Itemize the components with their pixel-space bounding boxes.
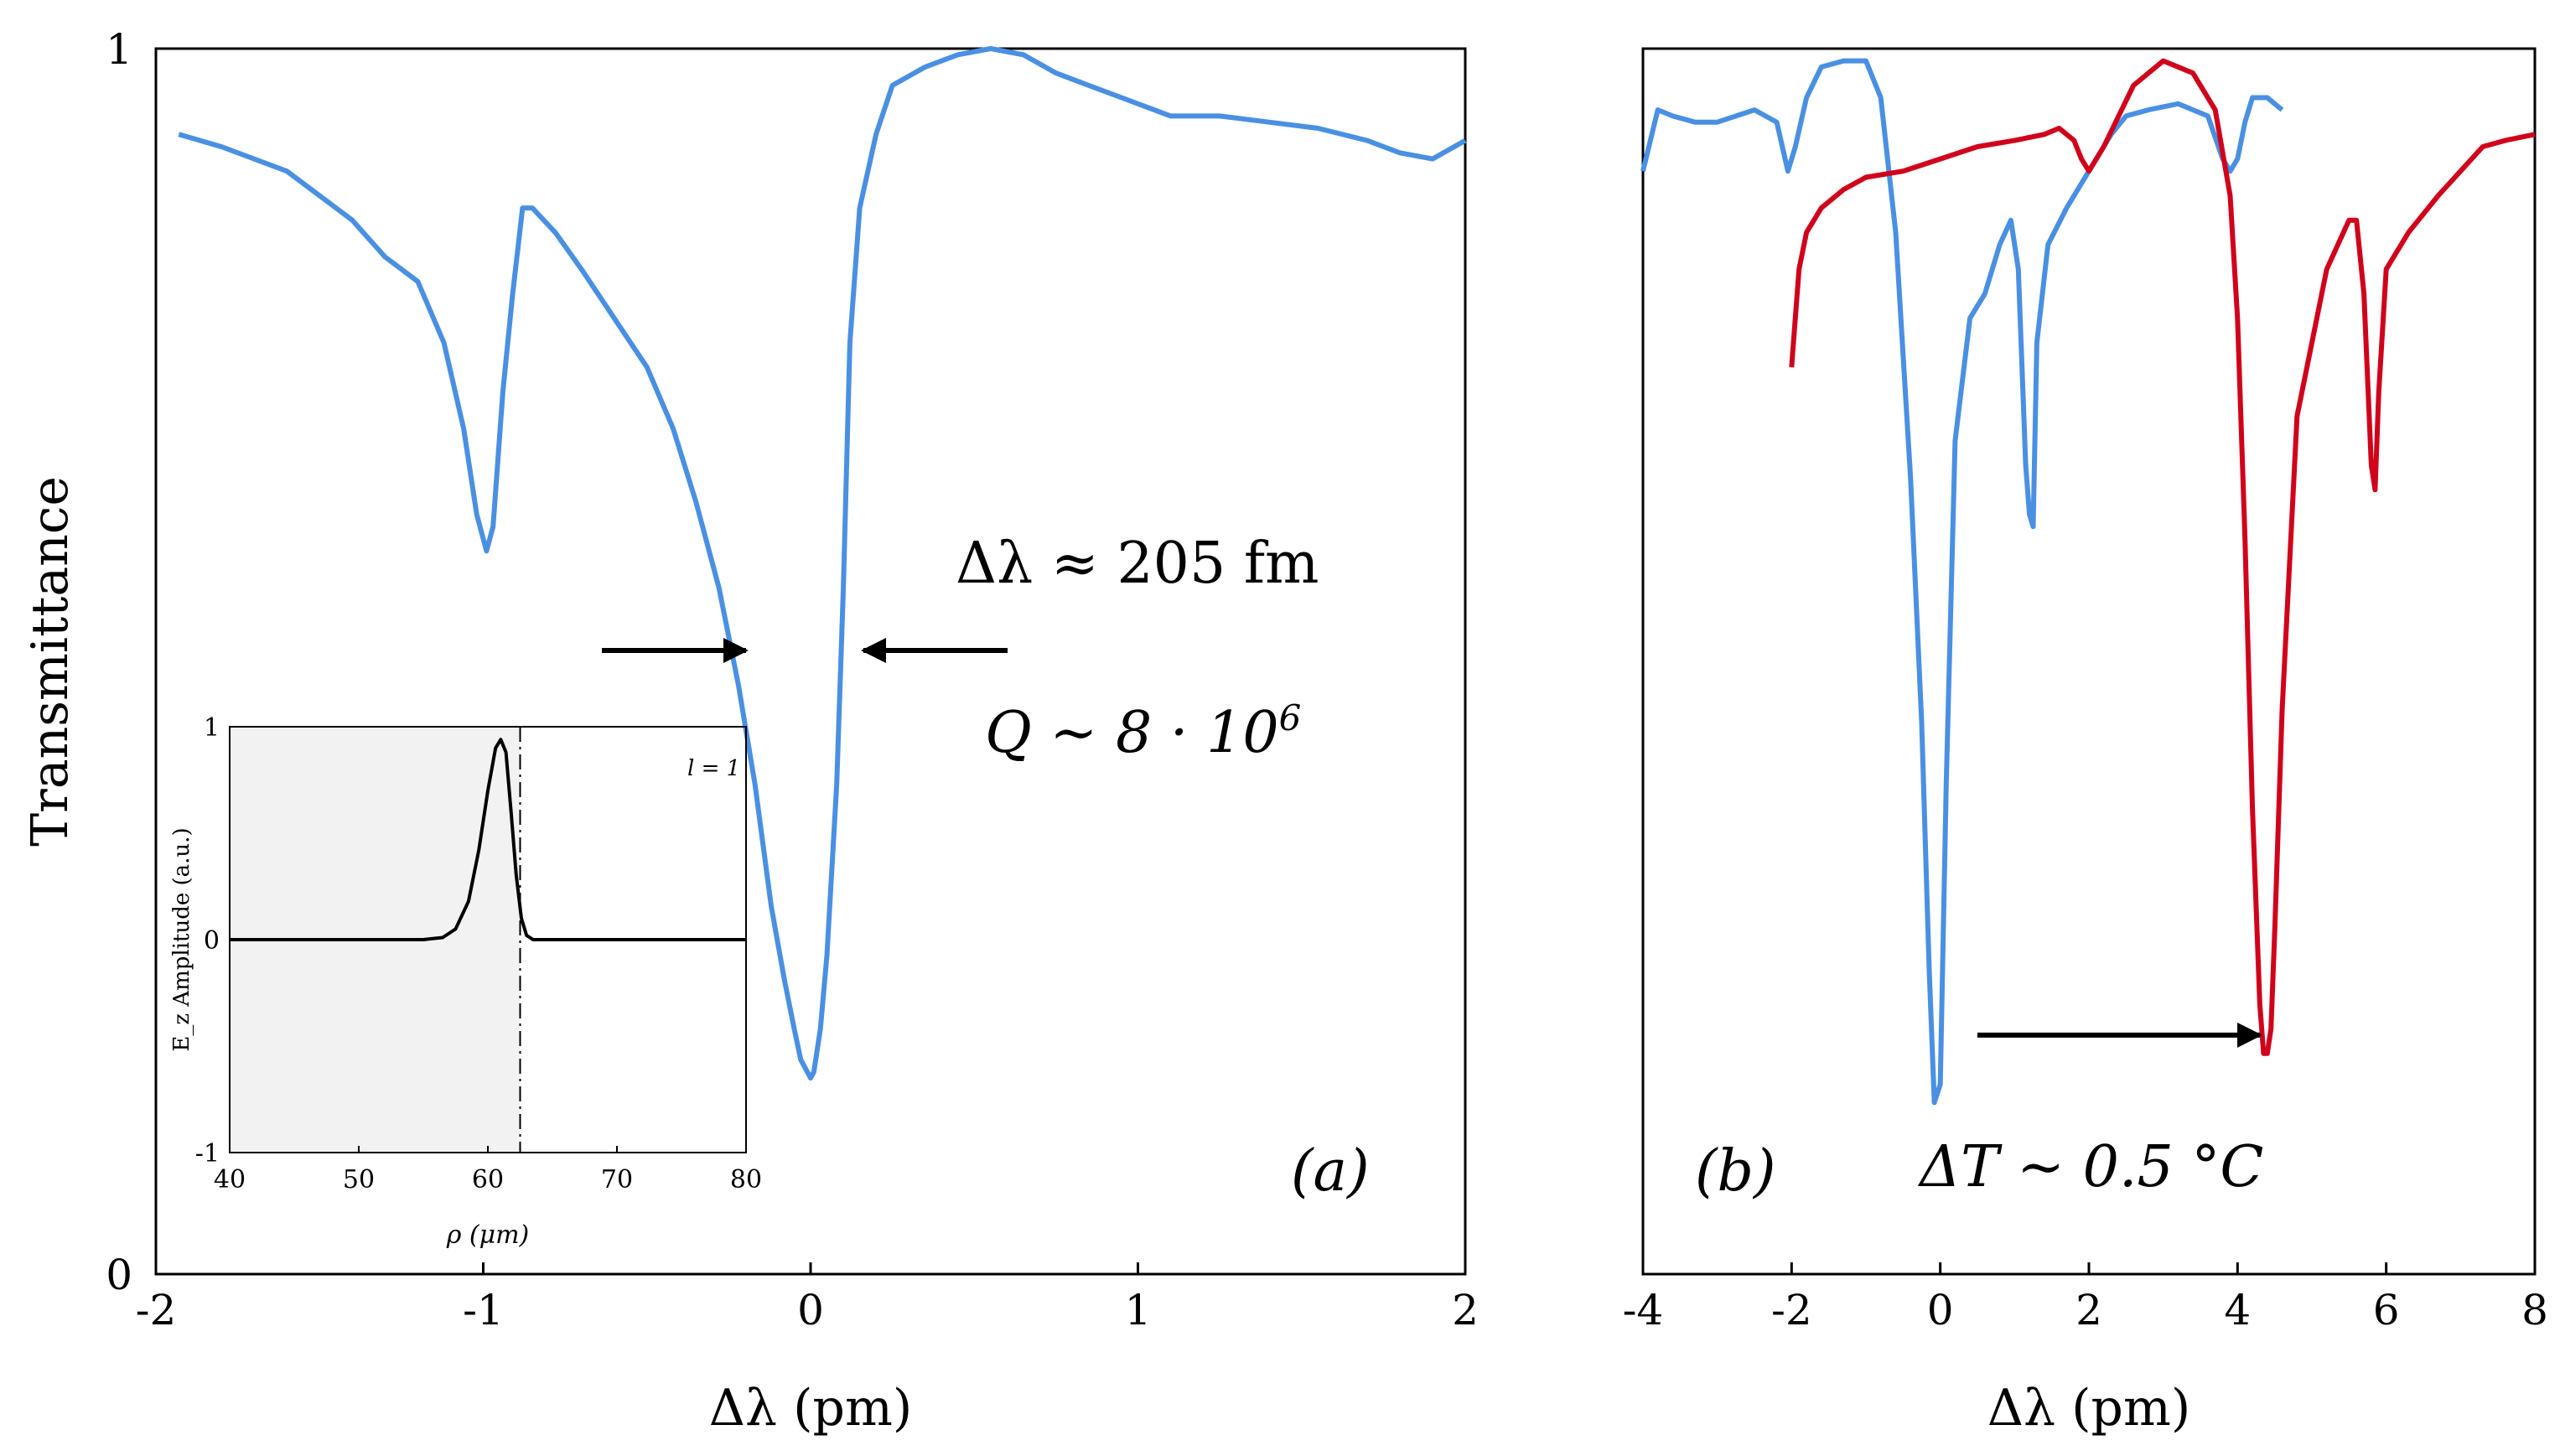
inset-y-title: E_z Amplitude (a.u.) [169,827,194,1051]
y-tick-label-a: 1 [106,25,132,74]
inset-y-tick-label: 0 [204,926,220,956]
x-tick-label-b: -4 [1623,1286,1664,1334]
inset-x-tick-label: 70 [601,1165,633,1194]
panel-b-label: (b) [1695,1138,1776,1205]
x-tick-label-a: -1 [463,1286,504,1334]
series-line-before [1640,58,2284,1106]
inset-plot: 40 50 60 70 80 -1 0 1 l = 1 ρ (μm) E_z Amplitud… [169,713,762,1250]
x-tick-label-a: -2 [136,1286,177,1334]
inset-title: l = 1 [687,756,740,781]
inset-x-tick-label: 60 [472,1165,504,1194]
inset-y-tick-label: -1 [195,1139,220,1168]
panel-a: -2 -1 0 1 2 0 1 Transmittance Δλ (pm) Δλ ≈ 20… [21,25,1479,1438]
q-factor-annotation: Q ∼ 8 · 106 [985,697,1301,766]
inset-y-tick-label: 1 [204,713,220,743]
shift-annotation: ΔT ∼ 0.5 °C [1917,1134,2263,1200]
x-tick-label-b: 8 [2521,1286,2548,1334]
x-tick-label-b: -2 [1771,1286,1812,1334]
x-tick-label-a: 0 [797,1286,824,1334]
x-tick-label-b: 6 [2373,1286,2400,1334]
inset-x-tick-label: 40 [214,1165,246,1194]
x-tick-label-b: 4 [2224,1286,2251,1334]
x-tick-label-a: 2 [1452,1286,1479,1334]
panel-b: -4 -2 0 2 4 6 8 Δλ (pm) ΔT ∼ 0.5 °C (b) [1623,47,2548,1438]
y-tick-label-a: 0 [106,1251,132,1299]
linewidth-annotation: Δλ ≈ 205 fm [956,531,1319,597]
panel-a-label: (a) [1291,1138,1370,1205]
x-axis-title-b: Δλ (pm) [1987,1379,2191,1438]
inset-x-title: ρ (μm) [446,1220,530,1250]
panel-b-frame [1641,47,2537,1276]
x-tick-label-a: 1 [1125,1286,1152,1334]
inset-x-tick-label: 50 [343,1165,375,1194]
y-axis-title: Transmittance [21,476,80,847]
inset-series-line [230,738,746,941]
x-tick-label-b: 2 [2075,1286,2102,1334]
series-line-transmission [178,46,1467,1081]
inset-x-tick-label: 80 [730,1165,762,1194]
x-tick-label-b: 0 [1927,1286,1954,1334]
series-line-after [1789,58,2536,1056]
x-axis-title-a: Δλ (pm) [709,1379,913,1438]
